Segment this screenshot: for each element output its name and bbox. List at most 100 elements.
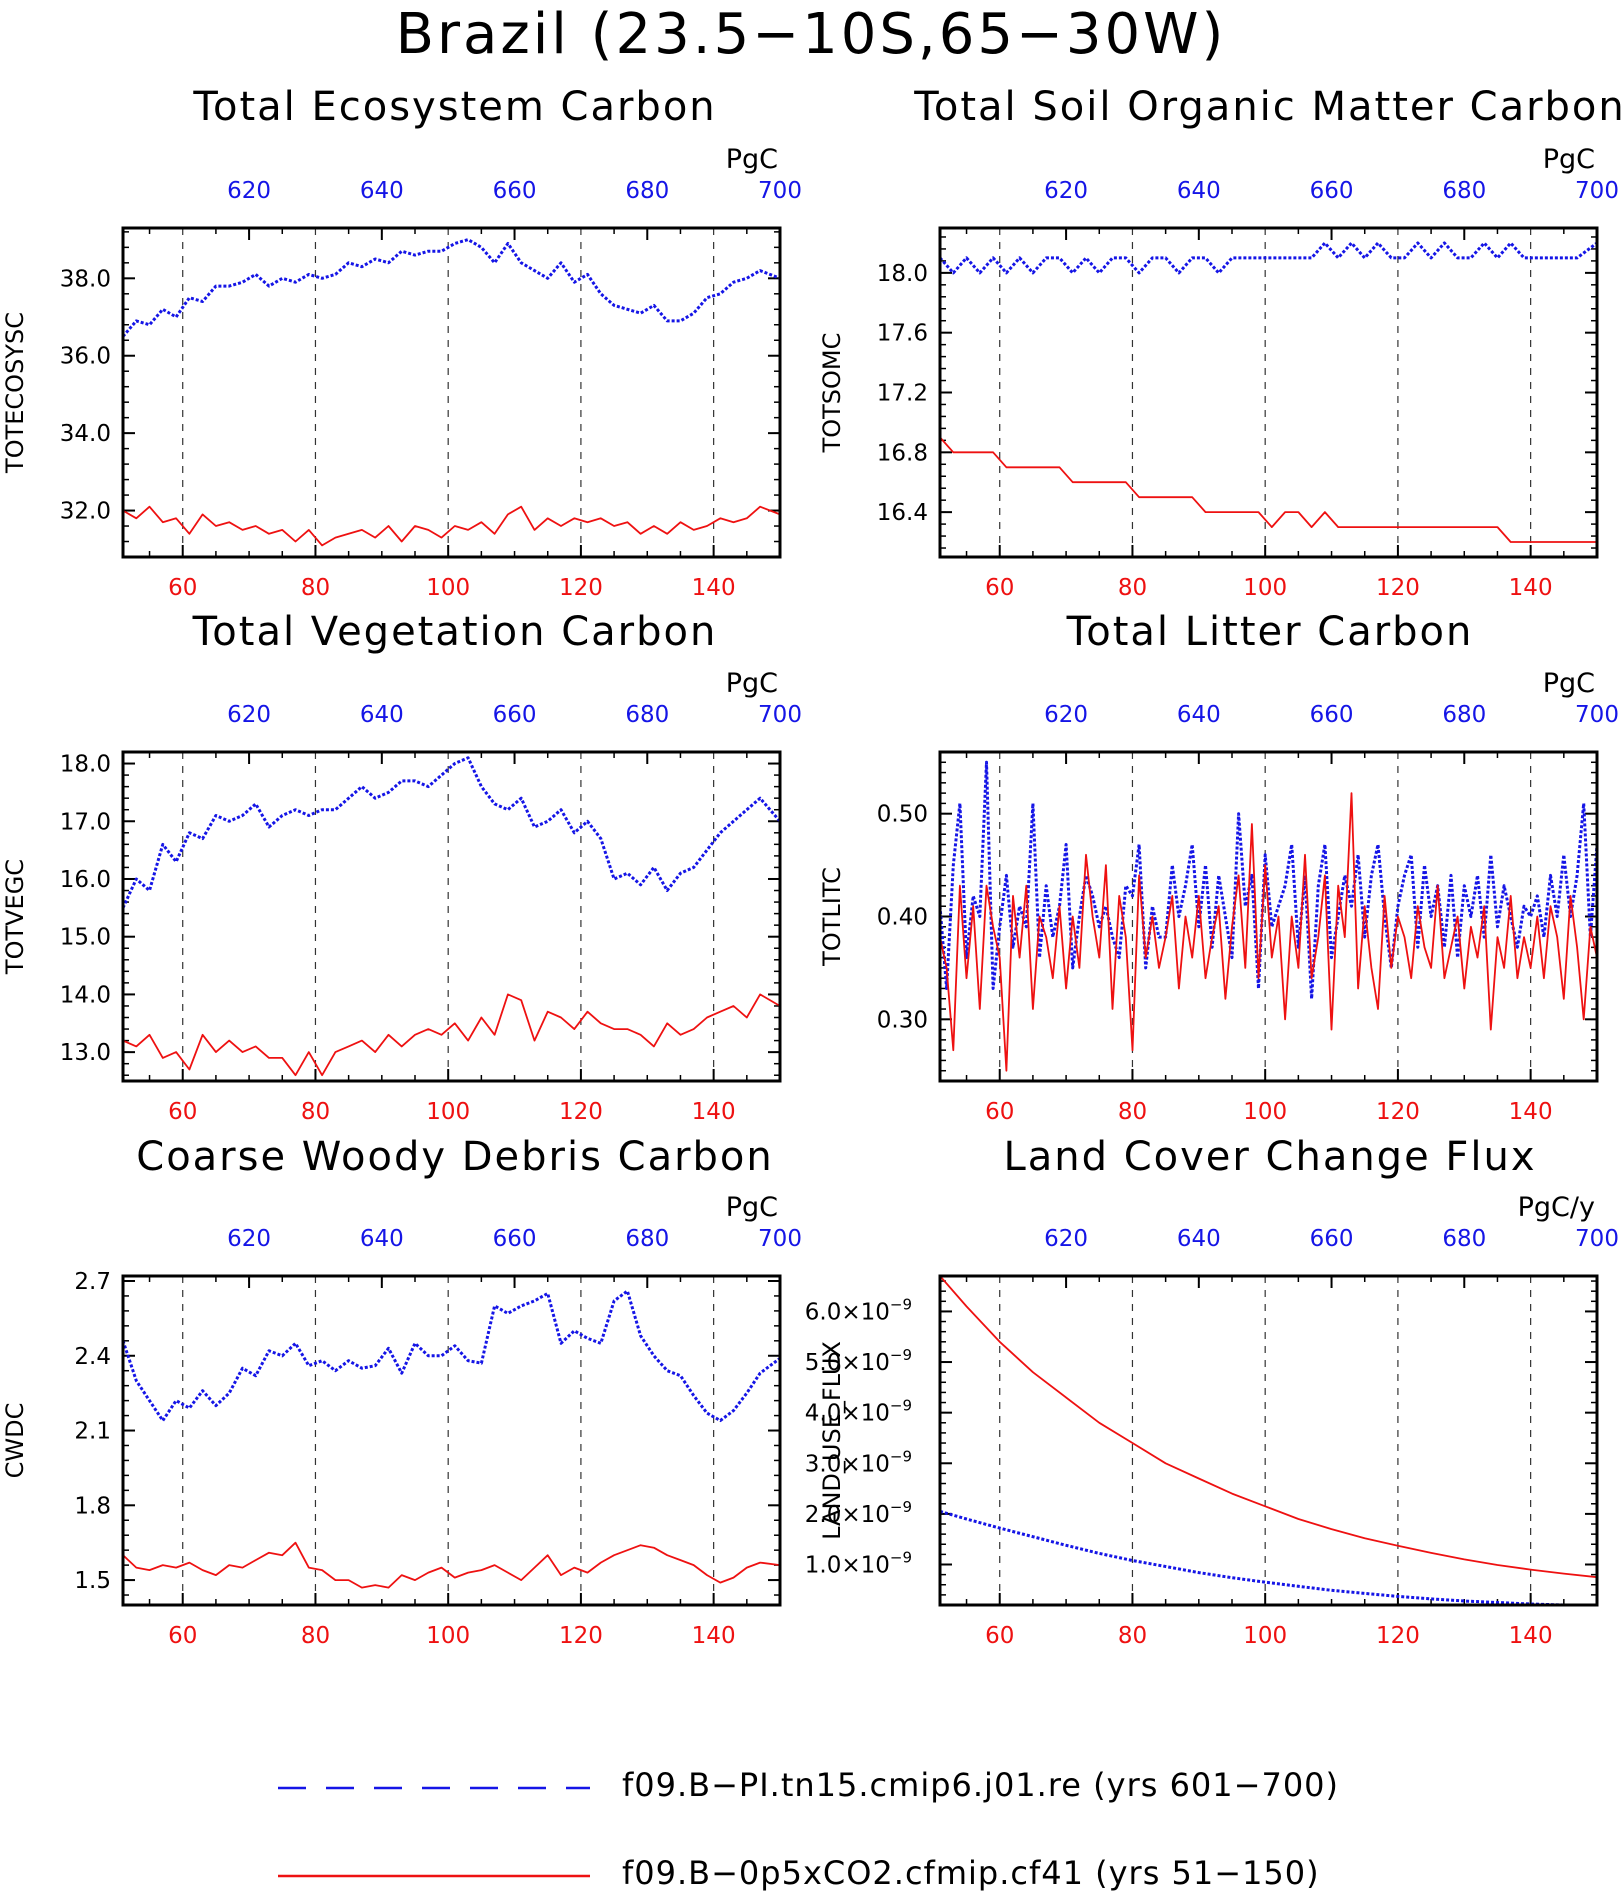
x-tick-label: 120: [559, 1099, 603, 1125]
series-line-red: [123, 1541, 780, 1589]
chart-title: Total Vegetation Carbon: [192, 609, 718, 655]
plot-frame: [938, 226, 1599, 559]
x-tick-label: 60: [168, 575, 197, 601]
x-tick-label: 120: [559, 1623, 603, 1649]
y-axis-label: TOTECOSYSC: [1, 312, 29, 474]
top-x-tick-label: 660: [1310, 702, 1354, 728]
units-label: PgC: [726, 144, 778, 175]
x-tick-label: 100: [1243, 1099, 1287, 1125]
x-tick-label: 60: [985, 575, 1014, 601]
top-x-tick-label: 640: [360, 702, 404, 728]
y-tick-label: 1.8: [74, 1493, 111, 1519]
top-x-tick-label: 700: [758, 178, 802, 204]
y-tick-label: 14.0: [60, 982, 111, 1008]
y-tick-label: 1.5: [74, 1568, 111, 1594]
y-tick-label: 17.2: [877, 381, 928, 407]
x-tick-label: 60: [985, 1623, 1014, 1649]
top-x-tick-label: 620: [1044, 702, 1088, 728]
top-x-tick-label: 620: [227, 1226, 271, 1252]
y-axis-label: TOTVEGC: [1, 859, 29, 975]
series-line-blue: [940, 1509, 1597, 1605]
legend-label-blue: f09.B−PI.tn15.cmip6.j01.re (yrs 601−700): [622, 1766, 1340, 1804]
series-line-blue: [940, 241, 1597, 275]
plot-frame: [121, 226, 782, 559]
y-tick-label: 17.6: [877, 321, 928, 347]
y-tick-label: 15.0: [60, 925, 111, 951]
page-title: Brazil (23.5−10S,65−30W): [395, 2, 1227, 67]
units-label: PgC/y: [1518, 1192, 1595, 1223]
x-tick-label: 80: [1118, 1623, 1147, 1649]
y-tick-label: 16.4: [877, 500, 928, 526]
y-tick-label: 2.1: [74, 1419, 111, 1445]
series-line-blue: [123, 238, 780, 338]
y-tick-label: 13.0: [60, 1040, 111, 1066]
series-line-blue: [940, 760, 1597, 1001]
chart-panel-3: Total Vegetation Carbon PgC TOTVEGC 13.0 14.…: [1, 609, 802, 1125]
top-x-tick-label: 620: [227, 178, 271, 204]
top-x-tick-label: 620: [1044, 178, 1088, 204]
y-tick-label: 0.50: [877, 802, 928, 828]
series-line-red: [940, 792, 1597, 1072]
x-tick-label: 80: [1118, 575, 1147, 601]
chart-panel-2: Total Soil Organic Matter Carbon PgC TOTSO…: [818, 84, 1622, 601]
x-tick-label: 60: [985, 1099, 1014, 1125]
y-tick-label: 18.0: [877, 261, 928, 287]
series-line-blue: [123, 756, 780, 909]
top-x-tick-label: 660: [1310, 1226, 1354, 1252]
series-line-red: [123, 505, 780, 547]
chart-title: Total Ecosystem Carbon: [192, 84, 716, 130]
y-tick-label: 32.0: [60, 499, 111, 525]
x-tick-label: 120: [1376, 575, 1420, 601]
y-axis-label: TOTSOMC: [818, 333, 846, 454]
y-tick-label: 0.30: [877, 1007, 928, 1033]
x-tick-label: 80: [301, 1623, 330, 1649]
chart-title: Land Cover Change Flux: [1003, 1134, 1536, 1180]
top-x-tick-label: 640: [360, 178, 404, 204]
x-tick-label: 120: [1376, 1623, 1420, 1649]
y-tick-label: 2.4: [74, 1344, 111, 1370]
units-label: PgC: [1543, 668, 1595, 699]
top-x-tick-label: 660: [1310, 178, 1354, 204]
y-axis-label: CWDC: [1, 1403, 29, 1479]
x-tick-label: 140: [1509, 1099, 1553, 1125]
x-tick-label: 140: [692, 575, 736, 601]
top-x-tick-label: 660: [493, 702, 537, 728]
y-tick-label: 36.0: [60, 344, 111, 370]
chart-panel-4: Total Litter Carbon PgC TOTLITC 0.30 0.40 0.5…: [818, 609, 1619, 1125]
top-x-tick-label: 640: [360, 1226, 404, 1252]
x-tick-label: 140: [1509, 575, 1553, 601]
top-x-tick-label: 680: [1442, 702, 1486, 728]
top-x-tick-label: 700: [758, 702, 802, 728]
top-x-tick-label: 700: [1575, 178, 1619, 204]
top-x-tick-label: 620: [1044, 1226, 1088, 1252]
x-tick-label: 120: [559, 575, 603, 601]
x-tick-label: 100: [1243, 1623, 1287, 1649]
plot-frame: [121, 1274, 782, 1607]
y-tick-label: 2.0×10−9: [805, 1498, 912, 1528]
series-line-red: [123, 993, 780, 1077]
plot-frame: [938, 750, 1599, 1083]
top-x-tick-label: 660: [493, 178, 537, 204]
x-tick-label: 140: [692, 1623, 736, 1649]
units-label: PgC: [726, 1192, 778, 1223]
x-tick-label: 120: [1376, 1099, 1420, 1125]
x-tick-label: 100: [426, 1099, 470, 1125]
plot-frame: [121, 750, 782, 1083]
units-label: PgC: [726, 668, 778, 699]
chart-panel-5: Coarse Woody Debris Carbon PgC CWDC 1.5 1.8 2…: [1, 1134, 802, 1649]
top-x-tick-label: 680: [625, 178, 669, 204]
y-tick-label: 18.0: [60, 752, 111, 778]
top-x-tick-label: 680: [1442, 178, 1486, 204]
chart-title: Total Soil Organic Matter Carbon: [913, 84, 1622, 130]
x-tick-label: 80: [301, 1099, 330, 1125]
x-tick-label: 140: [692, 1099, 736, 1125]
x-tick-label: 60: [168, 1623, 197, 1649]
y-tick-label: 16.0: [60, 867, 111, 893]
top-x-tick-label: 640: [1177, 178, 1221, 204]
x-tick-label: 60: [168, 1099, 197, 1125]
y-tick-label: 38.0: [60, 266, 111, 292]
y-tick-label: 17.0: [60, 809, 111, 835]
y-tick-label: 16.8: [877, 440, 928, 466]
